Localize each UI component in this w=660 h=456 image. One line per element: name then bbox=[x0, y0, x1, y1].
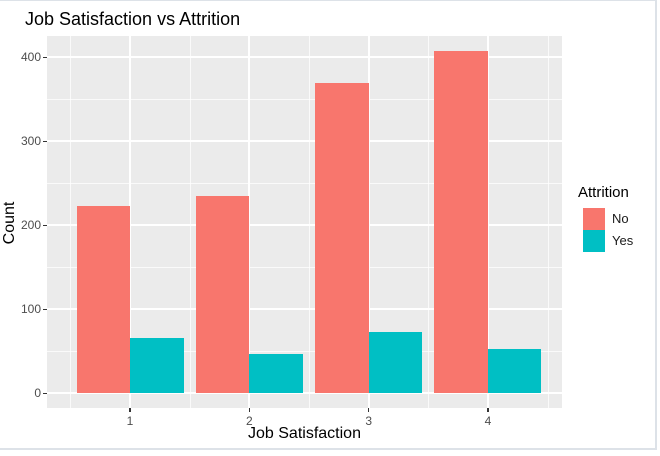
major-gridline-x bbox=[129, 36, 131, 408]
plot-panel bbox=[47, 36, 562, 408]
x-tick-label: 1 bbox=[126, 414, 134, 428]
chart-title: Job Satisfaction vs Attrition bbox=[25, 9, 241, 29]
y-tick-label: 300 bbox=[20, 134, 41, 148]
bar-yes-3 bbox=[368, 331, 423, 393]
legend: Attrition No Yes bbox=[578, 184, 658, 252]
bar-yes-1 bbox=[130, 337, 184, 393]
minor-gridline-y bbox=[47, 267, 562, 268]
major-gridline-y bbox=[47, 140, 562, 142]
y-tick-mark bbox=[43, 392, 47, 394]
minor-gridline-x bbox=[428, 36, 430, 408]
legend-title: Attrition bbox=[578, 184, 629, 201]
x-tick-mark bbox=[129, 408, 131, 412]
minor-gridline-x bbox=[547, 36, 549, 408]
legend-label-no: No bbox=[612, 211, 629, 226]
legend-item-yes: Yes bbox=[578, 230, 658, 252]
minor-gridline-x bbox=[70, 36, 72, 408]
major-gridline-y bbox=[47, 392, 562, 394]
bar-yes-2 bbox=[249, 354, 303, 393]
minor-gridline-y bbox=[47, 351, 562, 352]
minor-gridline-y bbox=[47, 183, 562, 184]
y-axis-title: Count bbox=[1, 201, 18, 245]
minor-gridline-x bbox=[189, 36, 191, 408]
x-tick-label: 2 bbox=[245, 414, 253, 428]
bar-no-1 bbox=[76, 205, 130, 393]
y-tick-label: 0 bbox=[34, 386, 41, 400]
x-tick-mark bbox=[487, 408, 489, 412]
minor-gridline-y bbox=[47, 99, 562, 100]
y-tick-mark bbox=[43, 224, 47, 226]
x-tick-label: 4 bbox=[484, 414, 492, 428]
bar-no-3 bbox=[315, 83, 369, 393]
major-gridline-y bbox=[47, 308, 562, 310]
x-axis-title: Job Satisfaction bbox=[248, 425, 361, 442]
legend-swatch-no bbox=[583, 208, 605, 230]
major-gridline-x bbox=[248, 36, 251, 408]
bar-no-2 bbox=[195, 196, 250, 393]
major-gridline-x bbox=[486, 36, 489, 408]
x-tick-mark bbox=[248, 408, 251, 412]
y-tick-mark bbox=[43, 56, 47, 58]
y-tick-label: 400 bbox=[20, 50, 41, 64]
x-tick-label: 3 bbox=[365, 414, 372, 428]
major-gridline-y bbox=[47, 56, 562, 58]
y-tick-label: 200 bbox=[20, 218, 41, 232]
x-tick-mark bbox=[367, 408, 370, 412]
bar-yes-4 bbox=[487, 349, 542, 393]
legend-label-yes: Yes bbox=[612, 233, 634, 248]
major-gridline-y bbox=[47, 224, 562, 226]
bar-no-4 bbox=[434, 51, 488, 393]
major-gridline-x bbox=[367, 36, 370, 408]
y-tick-mark bbox=[43, 140, 47, 142]
legend-item-no: No bbox=[578, 208, 658, 230]
minor-gridline-x bbox=[308, 36, 310, 408]
y-tick-mark bbox=[43, 308, 47, 310]
y-tick-label: 100 bbox=[20, 302, 41, 316]
legend-swatch-yes bbox=[583, 230, 605, 252]
